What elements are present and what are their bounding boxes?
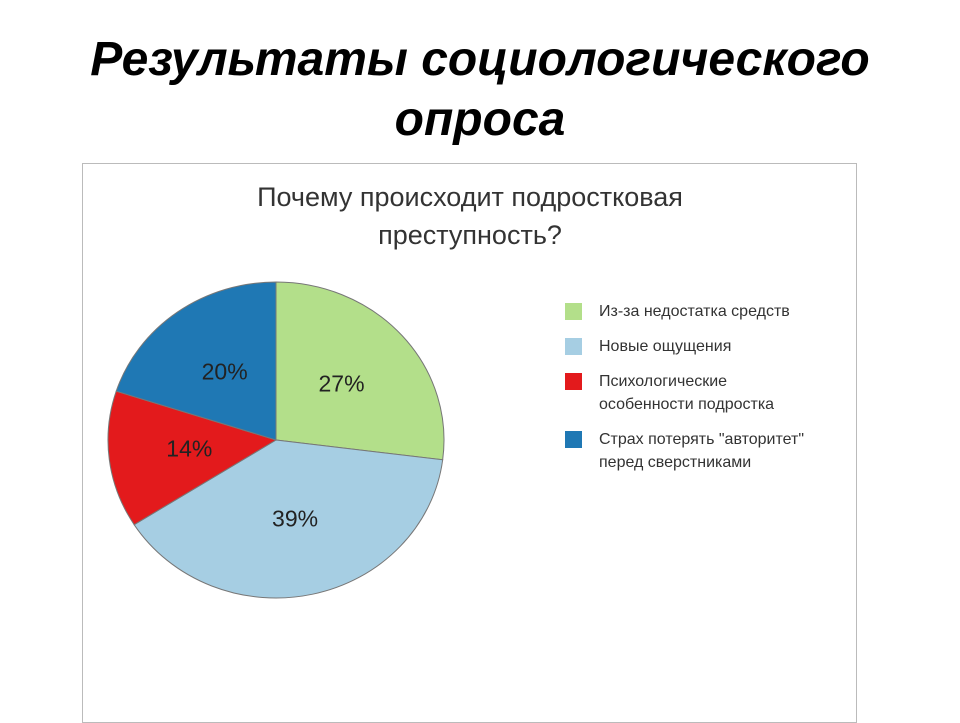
- pie-slice: [107, 390, 278, 526]
- legend: Из-за недостатка средств Новые ощущения Пс…: [565, 300, 825, 486]
- value-label: 14%: [166, 435, 212, 461]
- value-label: 39%: [272, 505, 318, 531]
- pie-slice: [115, 281, 277, 441]
- legend-label: Страх потерять "авторитет" перед сверстн…: [599, 431, 805, 471]
- pie-slice: [275, 281, 445, 461]
- legend-swatch: [565, 303, 582, 320]
- slide-title: Результаты социологического опроса: [90, 33, 870, 146]
- legend-label: Психологические особенности подростка: [599, 373, 775, 413]
- chart-title: Почему происходит подростковая преступно…: [257, 182, 683, 250]
- pie-slice: [133, 439, 444, 599]
- legend-entry: Психологические особенности подростка: [565, 370, 825, 416]
- legend-label: Из-за недостатка средств: [599, 303, 790, 320]
- value-label: 27%: [319, 371, 365, 397]
- value-label: 20%: [202, 359, 248, 385]
- legend-swatch: [565, 338, 582, 355]
- legend-swatch: [565, 373, 582, 390]
- legend-entry: Страх потерять "авторитет" перед сверстн…: [565, 428, 825, 474]
- legend-label: Новые ощущения: [599, 338, 732, 355]
- legend-entry: Из-за недостатка средств: [565, 300, 825, 323]
- legend-entry: Новые ощущения: [565, 335, 825, 358]
- legend-swatch: [565, 431, 582, 448]
